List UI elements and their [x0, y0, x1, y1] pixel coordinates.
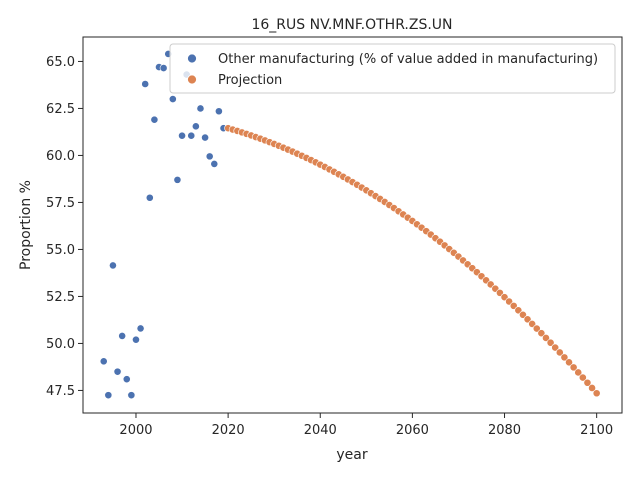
- x-tick-label: 2100: [580, 423, 613, 438]
- projection-point: [528, 320, 537, 328]
- observed-point: [210, 159, 219, 168]
- x-axis: 2000 2020 2040 2060 2080 2100: [119, 413, 613, 438]
- legend-label-projection: Projection: [218, 73, 282, 88]
- observed-point: [168, 95, 177, 103]
- x-tick-label: 2000: [119, 423, 152, 438]
- observed-point: [109, 261, 117, 270]
- observed-point: [136, 324, 145, 333]
- legend-box: [169, 43, 616, 94]
- observed-point: [159, 64, 168, 72]
- projection-point: [592, 389, 601, 398]
- x-tick-label: 2020: [212, 423, 245, 438]
- observed-point: [205, 152, 214, 161]
- projection-point: [578, 373, 587, 382]
- legend-marker-projection: [187, 74, 197, 85]
- projection-point: [551, 343, 560, 352]
- projection-point: [519, 310, 527, 319]
- y-axis: 47.5 50.0 52.5 55.0 57.5 60.0 62.5 65.0: [46, 55, 83, 399]
- projection-point: [546, 338, 555, 347]
- observed-point: [127, 391, 136, 400]
- y-tick-label: 55.0: [46, 243, 75, 258]
- observed-point: [132, 335, 140, 344]
- y-tick-label: 62.5: [46, 102, 75, 117]
- x-tick-label: 2080: [488, 423, 521, 438]
- plot-frame: [82, 36, 623, 414]
- observed-point: [99, 357, 108, 366]
- y-tick-label: 57.5: [46, 196, 75, 211]
- projection-point: [555, 348, 564, 357]
- observed-point: [145, 193, 154, 202]
- observed-point: [191, 122, 200, 131]
- observed-point: [118, 332, 127, 340]
- observed-point: [187, 131, 196, 140]
- observed-point: [150, 115, 159, 124]
- legend-label-observed: Other manufacturing (% of value added in…: [218, 52, 598, 67]
- observed-point: [201, 133, 209, 142]
- y-tick-label: 65.0: [46, 55, 75, 70]
- chart-title: 16_RUS NV.MNF.OTHR.ZS.UN: [251, 17, 452, 33]
- observed-point: [122, 375, 131, 384]
- projection-point: [532, 324, 541, 333]
- y-tick-label: 52.5: [46, 290, 75, 305]
- projection-point: [569, 363, 578, 372]
- projection-point: [583, 378, 592, 387]
- legend: Other manufacturing (% of value added in…: [169, 43, 616, 94]
- y-tick-label: 50.0: [46, 337, 75, 352]
- x-tick-label: 2040: [304, 423, 337, 438]
- projection-point: [588, 384, 596, 392]
- data-points: [99, 50, 601, 400]
- x-tick-label: 2060: [396, 423, 429, 438]
- y-axis-title: Proportion %: [18, 180, 34, 270]
- legend-marker-observed: [187, 53, 197, 64]
- observed-point: [178, 131, 186, 140]
- projection-point: [542, 334, 550, 342]
- observed-point: [196, 104, 205, 113]
- y-tick-label: 60.0: [46, 149, 75, 164]
- projection-point: [523, 315, 532, 324]
- x-axis-title: year: [336, 447, 367, 463]
- projection-point: [537, 329, 546, 338]
- observed-point: [141, 80, 150, 88]
- projection-point: [560, 353, 569, 362]
- projection-point: [574, 368, 583, 377]
- observed-point: [104, 391, 113, 400]
- observed-point: [113, 367, 122, 376]
- y-tick-label: 47.5: [46, 384, 75, 399]
- observed-point: [173, 175, 182, 184]
- observed-point: [215, 107, 223, 116]
- projection-point: [565, 358, 573, 367]
